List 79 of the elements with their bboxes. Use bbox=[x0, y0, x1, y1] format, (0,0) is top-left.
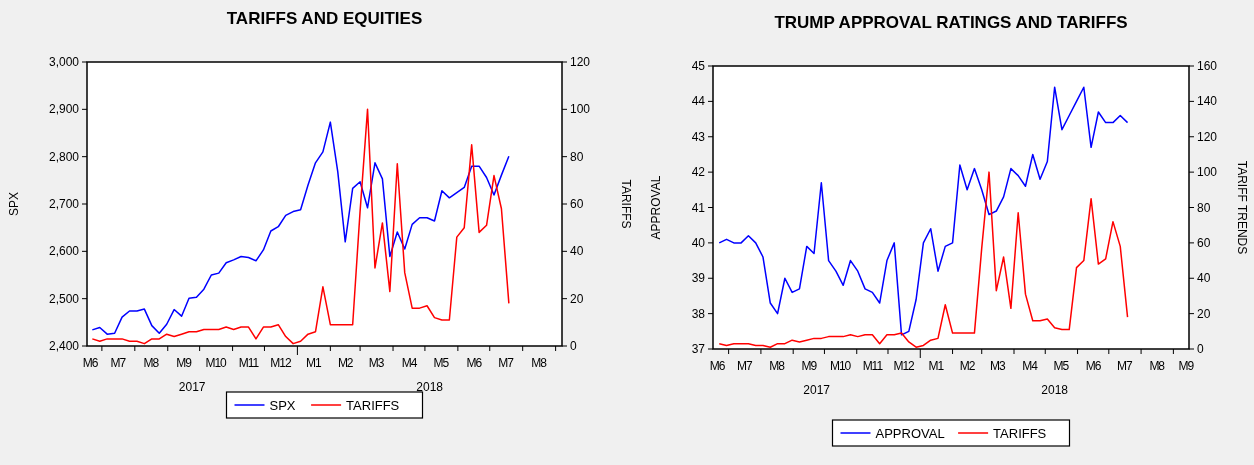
x-tick-label: M10 bbox=[205, 356, 228, 370]
y2-tick-label: 60 bbox=[570, 197, 584, 211]
x-tick-label: M12 bbox=[893, 359, 916, 373]
x-tick-label: M5 bbox=[1053, 359, 1070, 373]
y-tick-label: 2,600 bbox=[48, 244, 80, 259]
y-tick-label: 42 bbox=[691, 165, 706, 180]
y-tick-label: 2,800 bbox=[48, 149, 80, 164]
x-tick-label: M9 bbox=[176, 356, 193, 370]
x-tick-label: M1 bbox=[928, 359, 945, 373]
x-tick-label: M3 bbox=[368, 356, 385, 370]
y-tick-label: 2,400 bbox=[48, 339, 80, 353]
y-axis-title: APPROVAL bbox=[649, 175, 663, 240]
x-tick-label: M3 bbox=[990, 359, 1007, 373]
y2-tick-label: 120 bbox=[570, 55, 591, 69]
y2-tick-label: 100 bbox=[1197, 165, 1218, 180]
x-tick-label: M2 bbox=[959, 359, 976, 373]
y-tick-label: 39 bbox=[691, 271, 706, 286]
legend-label: SPX bbox=[269, 398, 296, 413]
text: 2018 bbox=[416, 380, 444, 394]
x-tick-label: M12 bbox=[270, 356, 292, 370]
y2-tick-label: 140 bbox=[1197, 94, 1218, 109]
y-tick-label: 40 bbox=[691, 235, 706, 250]
x-tick-label: M10 bbox=[829, 359, 852, 373]
x-tick-label: M6 bbox=[709, 359, 726, 373]
y2-tick-label: 40 bbox=[570, 244, 584, 259]
y-tick-label: 2,700 bbox=[48, 197, 80, 211]
x-tick-label: M6 bbox=[466, 356, 483, 370]
y-tick-label: 2,900 bbox=[48, 102, 80, 117]
y-tick-label: 45 bbox=[691, 59, 706, 73]
x-tick-label: M7 bbox=[110, 356, 127, 370]
legend-label: TARIFFS bbox=[346, 398, 400, 413]
y2-tick-label: 20 bbox=[570, 291, 584, 306]
y2-axis-title: TARIFF TRENDS bbox=[1235, 160, 1249, 255]
y-tick-label: 44 bbox=[691, 94, 706, 109]
y2-tick-label: 0 bbox=[1197, 342, 1204, 356]
x-tick-label: M5 bbox=[433, 356, 450, 370]
x-tick-label: M6 bbox=[82, 356, 99, 370]
y2-tick-label: 80 bbox=[570, 149, 584, 164]
x-tick-label: M8 bbox=[143, 356, 160, 370]
y-axis-title: SPX bbox=[7, 191, 21, 217]
text: 2018 bbox=[1041, 383, 1069, 397]
x-tick-label: M7 bbox=[1117, 359, 1134, 373]
x-tick-label: M6 bbox=[1085, 359, 1102, 373]
line-series bbox=[718, 171, 1129, 348]
x-tick-label: M11 bbox=[238, 356, 260, 370]
legend-label: TARIFFS bbox=[993, 426, 1047, 441]
y2-tick-label: 60 bbox=[1197, 235, 1211, 250]
text: 2017 bbox=[178, 380, 206, 394]
y-tick-label: 3,000 bbox=[48, 55, 80, 69]
text: 2017 bbox=[803, 383, 831, 397]
line-series bbox=[718, 86, 1129, 336]
y2-tick-label: 20 bbox=[1197, 306, 1211, 321]
x-tick-label: M4 bbox=[1022, 359, 1039, 373]
x-tick-label: M8 bbox=[531, 356, 548, 370]
x-tick-label: M8 bbox=[1149, 359, 1166, 373]
x-tick-label: M11 bbox=[862, 359, 884, 373]
y2-tick-label: 0 bbox=[570, 339, 577, 353]
y-tick-label: 38 bbox=[691, 306, 706, 321]
y2-tick-label: 40 bbox=[1197, 271, 1211, 286]
y2-tick-label: 100 bbox=[570, 102, 591, 117]
x-tick-label: M9 bbox=[1178, 359, 1195, 373]
y2-tick-label: 120 bbox=[1197, 129, 1218, 144]
y2-tick-label: 160 bbox=[1197, 59, 1218, 73]
legend-label: APPROVAL bbox=[875, 426, 945, 441]
x-tick-label: M2 bbox=[337, 356, 354, 370]
y2-tick-label: 80 bbox=[1197, 200, 1211, 215]
x-tick-label: M8 bbox=[769, 359, 786, 373]
x-tick-label: M4 bbox=[401, 356, 418, 370]
x-tick-label: M1 bbox=[306, 356, 322, 370]
x-tick-label: M7 bbox=[498, 356, 515, 370]
x-tick-label: M9 bbox=[801, 359, 818, 373]
y-tick-label: 2,500 bbox=[48, 291, 80, 306]
y-tick-label: 37 bbox=[691, 342, 706, 356]
y2-axis-title: TARIFFS bbox=[619, 179, 633, 229]
y-tick-label: 43 bbox=[691, 129, 706, 144]
chart-title: TRUMP APPROVAL RATINGS AND TARIFFS bbox=[774, 13, 1128, 32]
y-tick-label: 41 bbox=[691, 200, 706, 215]
chart-title: TARIFFS AND EQUITIES bbox=[226, 9, 423, 28]
x-tick-label: M7 bbox=[736, 359, 753, 373]
